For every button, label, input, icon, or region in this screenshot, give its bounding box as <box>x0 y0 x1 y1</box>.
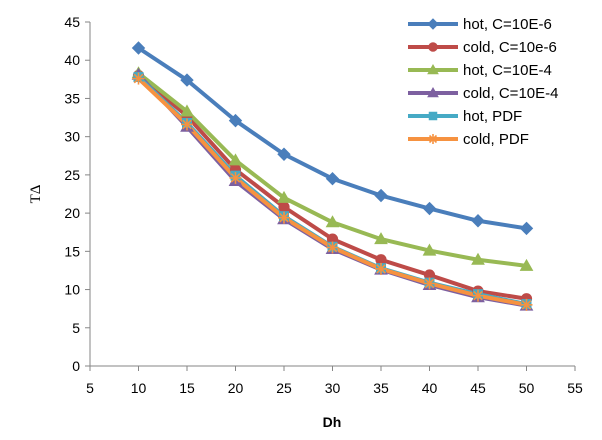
x-axis-label: Dh <box>323 414 342 430</box>
data-point-0-6 <box>422 201 437 216</box>
x-tick-label: 30 <box>325 380 341 396</box>
data-point-2-2 <box>228 153 243 166</box>
data-point-0-8 <box>519 221 534 236</box>
x-tick-label: 20 <box>228 380 244 396</box>
legend-marker-3 <box>427 86 439 98</box>
data-point-0-5 <box>374 188 388 203</box>
y-tick-label: 20 <box>64 205 80 221</box>
x-tick-label: 50 <box>519 380 535 396</box>
legend-label-2: hot, C=10E-4 <box>463 62 552 79</box>
legend-label-1: cold, C=10e-6 <box>463 39 557 56</box>
data-point-5-0 <box>132 72 145 85</box>
data-point-2-4 <box>325 215 340 228</box>
data-point-0-0 <box>131 41 146 55</box>
data-point-0-4 <box>325 172 340 186</box>
legend-label-4: hot, PDF <box>463 108 522 125</box>
data-point-5-5 <box>375 262 387 275</box>
x-tick-label: 15 <box>179 380 195 396</box>
data-point-0-2 <box>228 113 243 128</box>
y-tick-label: 30 <box>64 129 80 145</box>
data-point-5-6 <box>423 277 436 290</box>
legend-marker-1 <box>428 42 438 52</box>
data-point-2-1 <box>180 104 194 117</box>
data-point-5-3 <box>278 211 290 224</box>
legend-marker-2 <box>427 63 439 75</box>
y-tick-label: 25 <box>64 167 80 183</box>
legend-label-5: cold, PDF <box>463 131 529 148</box>
legend-marker-0 <box>427 18 439 30</box>
x-tick-label: 25 <box>276 380 292 396</box>
x-tick-label: 10 <box>131 380 147 396</box>
y-tick-label: 40 <box>64 52 80 68</box>
data-point-5-2 <box>229 171 242 184</box>
data-point-0-7 <box>471 214 485 228</box>
x-tick-label: 40 <box>422 380 438 396</box>
data-point-2-3 <box>277 190 291 203</box>
x-tick-label: 35 <box>373 380 389 396</box>
data-point-0-1 <box>180 73 194 87</box>
x-tick-label: 5 <box>86 380 94 396</box>
data-point-2-8 <box>519 258 534 271</box>
data-point-2-7 <box>471 252 485 265</box>
data-point-0-3 <box>277 147 291 161</box>
data-point-5-1 <box>181 118 193 131</box>
legend-label-3: cold, C=10E-4 <box>463 85 558 102</box>
data-point-2-5 <box>374 232 388 245</box>
legend: hot, C=10E-6 cold, C=10e-6 hot, C=10E-4 col… <box>408 16 558 148</box>
data-point-1-3 <box>278 201 290 213</box>
data-point-2-6 <box>422 243 437 256</box>
y-tick-label: 35 <box>64 90 80 106</box>
legend-marker-5 <box>428 134 438 144</box>
y-tick-label: 10 <box>64 282 80 298</box>
data-point-5-7 <box>472 289 484 302</box>
legend-marker-4 <box>428 111 438 121</box>
y-tick-label: 5 <box>72 320 80 336</box>
y-axis-label: TΔ <box>28 184 44 203</box>
y-tick-label: 15 <box>64 243 80 259</box>
legend-label-0: hot, C=10E-6 <box>463 16 552 33</box>
y-tick-label: 0 <box>72 358 80 374</box>
data-point-5-4 <box>326 241 339 254</box>
x-tick-label: 55 <box>567 380 583 396</box>
series-markers <box>131 41 534 311</box>
data-point-5-8 <box>520 298 533 311</box>
y-tick-label: 45 <box>64 14 80 30</box>
x-tick-label: 45 <box>470 380 486 396</box>
